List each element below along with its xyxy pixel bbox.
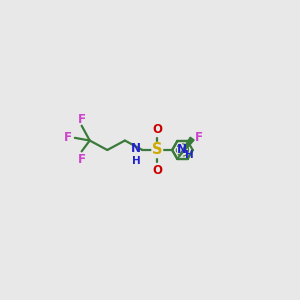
Text: N: N — [177, 143, 187, 157]
Text: H: H — [132, 156, 141, 166]
Text: H: H — [184, 150, 193, 160]
Polygon shape — [177, 137, 194, 159]
Text: O: O — [152, 164, 162, 176]
Text: O: O — [152, 124, 162, 136]
Text: F: F — [78, 153, 86, 166]
Text: N: N — [131, 142, 141, 155]
Text: F: F — [78, 113, 86, 126]
Text: S: S — [152, 142, 163, 158]
Text: F: F — [64, 131, 72, 144]
Text: F: F — [195, 131, 203, 144]
